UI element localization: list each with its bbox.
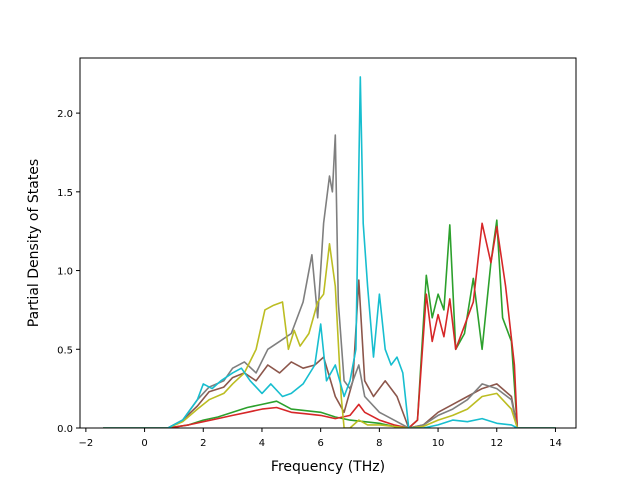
y-tick-label: 0.5	[57, 345, 73, 356]
x-tick-label: 12	[490, 438, 503, 449]
x-tick-label: 14	[549, 438, 562, 449]
series-line-2	[102, 222, 557, 428]
y-tick-label: 0.0	[57, 424, 73, 435]
x-tick-label: 10	[432, 438, 445, 449]
y-tick-label: 1.5	[57, 188, 73, 199]
y-tick-label: 1.0	[57, 267, 73, 278]
series-line-3	[102, 279, 557, 428]
series-layer	[102, 76, 557, 428]
x-tick-label: 6	[317, 438, 323, 449]
series-line-5	[102, 243, 557, 428]
y-axis-ticks: 0.0 0.5 1.0 1.5 2.0	[57, 109, 80, 435]
x-tick-label: 8	[376, 438, 382, 449]
x-tick-label: 0	[141, 438, 147, 449]
series-line-4	[102, 134, 557, 428]
y-tick-label: 2.0	[57, 109, 73, 120]
plot-frame	[79, 57, 577, 429]
x-tick-label: 4	[259, 438, 265, 449]
series-line-6	[102, 76, 557, 428]
y-axis-label: Partial Density of States	[26, 159, 42, 327]
x-axis-ticks: −2 0 2 4 6 8 10 12 14	[78, 428, 562, 449]
x-axis-label: Frequency (THz)	[271, 459, 385, 475]
x-tick-label: −2	[78, 438, 93, 449]
x-tick-label: 2	[200, 438, 206, 449]
